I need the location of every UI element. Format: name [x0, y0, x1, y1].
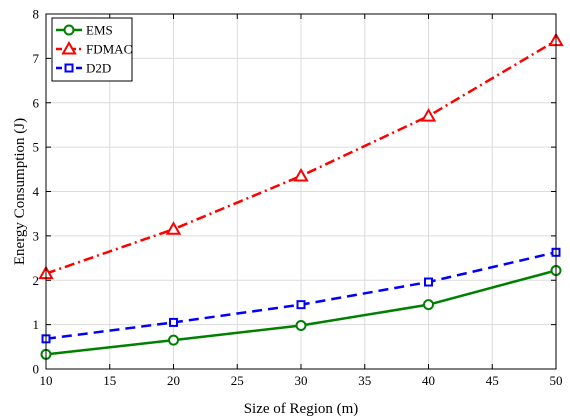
data-point-square — [64, 63, 74, 73]
y-tick-label: 5 — [33, 140, 40, 155]
y-tick-label: 1 — [33, 317, 40, 332]
data-point-triangle — [420, 108, 437, 122]
x-tick-label: 15 — [103, 373, 116, 388]
x-tick-label: 40 — [422, 373, 435, 388]
legend-label: FDMAC — [86, 42, 132, 57]
data-point-triangle — [61, 40, 77, 55]
legend-label: D2D — [86, 61, 111, 76]
x-axis-label: Size of Region (m) — [244, 401, 359, 417]
data-point-circle — [295, 320, 307, 332]
data-point-circle — [168, 334, 179, 346]
y-tick-label: 0 — [33, 362, 40, 377]
y-tick-label: 8 — [33, 7, 40, 22]
y-tick-label: 4 — [33, 184, 40, 199]
x-tick-label: 10 — [40, 373, 53, 388]
y-tick-label: 3 — [33, 228, 40, 243]
x-tick-label: 20 — [167, 373, 180, 388]
y-tick-label: 2 — [33, 273, 40, 288]
legend-item-ems: EMS — [56, 23, 113, 38]
y-tick-label: 6 — [33, 95, 40, 110]
data-point-triangle — [165, 221, 182, 235]
y-tick-label: 7 — [33, 51, 40, 66]
legend: EMS FDMAC D2D — [51, 17, 133, 82]
data-point-circle — [63, 24, 75, 36]
data-point-square — [169, 317, 178, 327]
x-tick-label: 30 — [295, 373, 308, 388]
x-tick-label: 45 — [486, 373, 499, 388]
y-axis-label: Energy Consumption (J) — [12, 118, 28, 265]
x-tick-label: 25 — [231, 373, 244, 388]
x-tick-label: 35 — [358, 373, 371, 388]
legend-item-fdmac: FDMAC — [56, 40, 132, 57]
legend-item-d2d: D2D — [56, 61, 111, 76]
series-line — [45, 39, 557, 275]
data-point-square — [296, 300, 306, 310]
x-tick-label: 50 — [550, 373, 563, 388]
data-point-circle — [423, 299, 434, 311]
data-point-triangle — [293, 167, 309, 182]
legend-label: EMS — [86, 23, 113, 38]
grid-lines — [46, 14, 556, 369]
data-point-square — [424, 277, 433, 287]
